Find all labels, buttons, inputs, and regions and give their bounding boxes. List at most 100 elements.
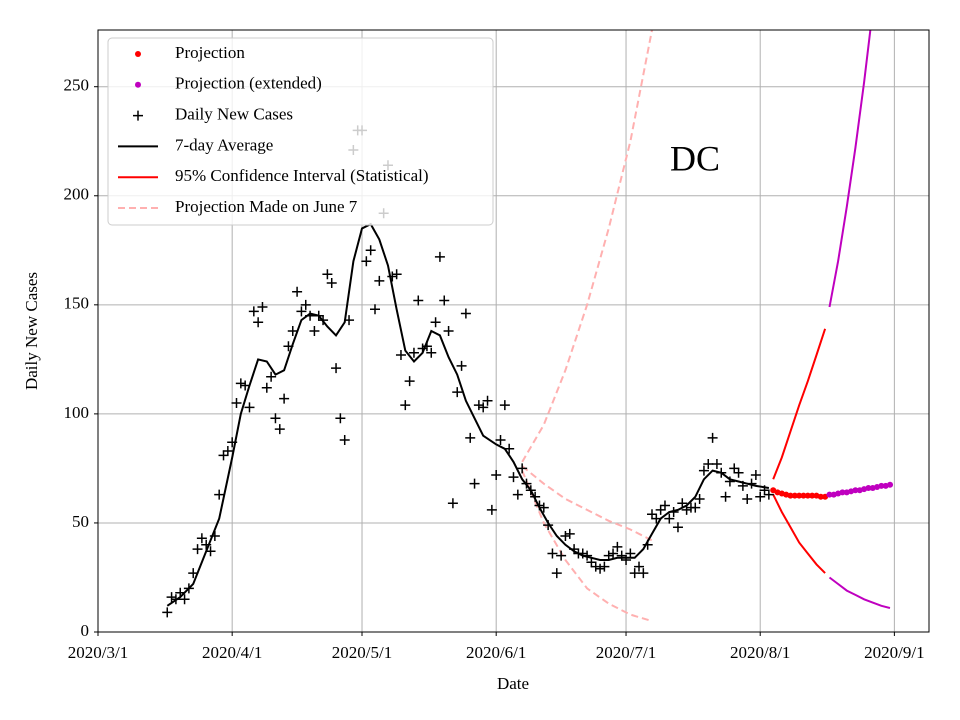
daily-case-marker xyxy=(244,402,255,413)
daily-case-marker xyxy=(326,278,337,289)
projection-dot xyxy=(826,491,833,498)
daily-case-marker xyxy=(339,435,350,446)
daily-case-marker xyxy=(218,450,229,461)
confidence-interval-line xyxy=(772,494,826,574)
daily-case-marker xyxy=(556,550,567,561)
legend-label: 95% Confidence Interval (Statistical) xyxy=(175,166,429,185)
daily-case-marker xyxy=(426,347,437,358)
daily-case-marker xyxy=(434,251,445,262)
projection-dot xyxy=(800,492,807,499)
daily-case-marker xyxy=(387,271,398,282)
projection-dot xyxy=(791,492,798,499)
projection-dot xyxy=(887,481,894,488)
daily-case-marker xyxy=(266,371,277,382)
daily-case-marker xyxy=(395,349,406,360)
daily-case-marker xyxy=(196,533,207,544)
legend-label: Projection Made on June 7 xyxy=(175,197,358,216)
daily-case-marker xyxy=(547,548,558,559)
daily-case-marker xyxy=(413,295,424,306)
daily-case-marker xyxy=(750,469,761,480)
projection-dot xyxy=(809,492,816,499)
projection-dot xyxy=(787,492,794,499)
daily-case-marker xyxy=(711,459,722,470)
daily-case-marker xyxy=(763,489,774,500)
daily-case-marker xyxy=(517,463,528,474)
daily-case-marker xyxy=(720,491,731,502)
daily-case-marker xyxy=(253,317,264,328)
daily-case-marker xyxy=(235,378,246,389)
daily-case-marker xyxy=(179,594,190,605)
daily-case-marker xyxy=(616,550,627,561)
daily-case-marker xyxy=(473,400,484,411)
projection-dot xyxy=(839,489,846,496)
projection-dot xyxy=(796,492,803,499)
daily-case-marker xyxy=(322,269,333,280)
daily-case-marker xyxy=(447,498,458,509)
daily-case-marker xyxy=(374,275,385,286)
daily-case-marker xyxy=(508,472,519,483)
y-tick-label: 50 xyxy=(72,512,89,531)
y-tick-label: 250 xyxy=(64,76,90,95)
daily-case-marker xyxy=(166,592,177,603)
daily-case-marker xyxy=(430,317,441,328)
x-tick-label: 2020/8/1 xyxy=(730,643,790,662)
daily-case-marker xyxy=(469,478,480,489)
daily-case-marker xyxy=(400,400,411,411)
y-tick-label: 150 xyxy=(64,294,90,313)
daily-case-marker xyxy=(560,531,571,542)
daily-case-marker xyxy=(672,522,683,533)
projection-dot xyxy=(804,492,811,499)
daily-case-marker xyxy=(564,528,575,539)
plot-area xyxy=(162,30,894,623)
projection-dot xyxy=(852,487,859,494)
daily-case-marker xyxy=(629,568,640,579)
projection-dot xyxy=(878,482,885,489)
daily-case-marker xyxy=(703,459,714,470)
june7-projection-line xyxy=(521,465,653,542)
legend-marker xyxy=(135,51,141,57)
daily-case-marker xyxy=(361,256,372,267)
daily-case-marker xyxy=(231,397,242,408)
legend-box xyxy=(107,37,494,226)
daily-case-marker xyxy=(331,363,342,374)
daily-case-marker xyxy=(482,395,493,406)
x-tick-label: 2020/6/1 xyxy=(466,643,526,662)
daily-case-marker xyxy=(590,561,601,572)
x-axis-label: Date xyxy=(497,674,529,693)
daily-case-marker xyxy=(551,568,562,579)
daily-case-marker xyxy=(309,326,320,336)
legend-label: Projection (extended) xyxy=(175,74,322,93)
axes-frame xyxy=(97,29,930,633)
x-tick-label: 2020/4/1 xyxy=(202,643,262,662)
daily-case-marker xyxy=(586,557,597,568)
daily-case-marker xyxy=(465,432,476,443)
daily-case-marker xyxy=(296,306,307,317)
daily-case-marker xyxy=(248,306,259,317)
daily-case-marker xyxy=(638,568,649,579)
y-tick-label: 200 xyxy=(64,185,90,204)
daily-case-marker xyxy=(742,493,753,504)
daily-case-marker xyxy=(664,513,675,524)
daily-case-marker xyxy=(755,491,766,502)
x-tick-label: 2020/7/1 xyxy=(596,643,656,662)
daily-case-marker xyxy=(486,504,497,515)
daily-case-marker xyxy=(391,269,402,280)
daily-case-marker xyxy=(456,360,467,371)
legend-label: Daily New Cases xyxy=(175,105,293,124)
daily-case-marker xyxy=(274,424,285,435)
projection-dot xyxy=(865,485,872,492)
average-line xyxy=(166,222,770,607)
daily-case-marker xyxy=(694,493,705,504)
legend-label: Projection xyxy=(175,43,245,62)
daily-case-marker xyxy=(707,432,718,443)
daily-case-marker xyxy=(222,445,233,456)
daily-case-marker xyxy=(408,347,419,358)
daily-case-marker xyxy=(460,308,471,319)
daily-case-marker xyxy=(478,402,489,413)
projection-dot xyxy=(817,493,824,500)
x-tick-label: 2020/9/1 xyxy=(864,643,924,662)
legend: Projection Projection (extended) Daily New… xyxy=(107,37,494,226)
confidence-interval-line xyxy=(828,576,891,609)
daily-case-marker xyxy=(733,467,744,478)
